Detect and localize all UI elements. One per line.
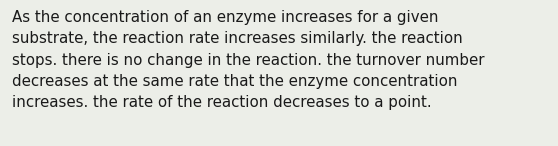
Text: As the concentration of an enzyme increases for a given
substrate, the reaction : As the concentration of an enzyme increa… [12,10,485,110]
